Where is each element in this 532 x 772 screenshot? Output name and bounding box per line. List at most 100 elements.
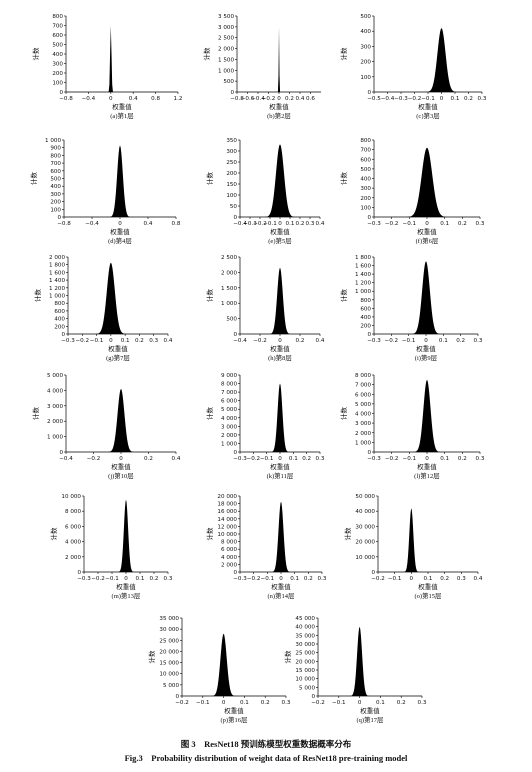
x-tick-label: −0.4 [85, 221, 99, 227]
y-tick-label: 800 [54, 301, 65, 307]
y-axis-title: 计数 [29, 172, 38, 186]
x-tick-label: 0 [109, 338, 113, 344]
x-tick-label: −0.1 [260, 456, 274, 462]
x-axis-title: 权重值 [116, 582, 136, 591]
histogram-panel: 0 5 000 10 000 15 000 20 000 25 000 30 000 35 0… [147, 616, 291, 724]
histogram-bars [374, 28, 482, 92]
x-tick-label: −0.1 [263, 221, 277, 227]
y-tick-label: 1 200 [49, 286, 65, 292]
y-tick-label: 2 000 [221, 433, 237, 439]
y-tick-label: 0 [175, 694, 179, 700]
histogram-bars [68, 262, 168, 334]
y-tick-label: 2 000 [221, 270, 237, 276]
histogram-bars [378, 508, 478, 572]
y-tick-label: 1 600 [355, 264, 371, 270]
y-tick-label: 30 000 [355, 524, 375, 530]
x-tick-label: −0.1 [105, 576, 119, 582]
y-tick-label: 400 [360, 177, 371, 183]
subplot-label: (i)第9层 [415, 353, 438, 362]
y-axis-title: 计数 [339, 289, 348, 303]
y-tick-label: 2 000 [65, 555, 81, 561]
x-tick-label: 0.1 [376, 700, 385, 706]
y-tick-label: 100 [50, 207, 61, 213]
x-tick-label: 0.4 [144, 221, 153, 227]
x-tick-label: −0.2 [247, 576, 261, 582]
x-tick-label: 0.4 [474, 576, 483, 582]
histogram-bars [237, 26, 321, 92]
histogram-bars [64, 145, 176, 217]
y-axis-title: 计数 [31, 407, 40, 421]
y-tick-label: 16 000 [217, 509, 237, 515]
y-tick-label: 0 [311, 694, 315, 700]
y-tick-label: 200 [360, 196, 371, 202]
y-tick-label: 1 400 [49, 278, 65, 284]
x-tick-label: 0.3 [316, 456, 325, 462]
x-tick-label: 0.2 [464, 96, 473, 102]
x-tick-label: 0.3 [476, 221, 485, 227]
y-tick-label: 2 000 [49, 255, 65, 261]
y-tick-label: 600 [360, 157, 371, 163]
y-tick-label: 4 000 [47, 388, 63, 394]
x-tick-label: −0.2 [385, 221, 399, 227]
y-tick-label: 8 000 [355, 373, 371, 379]
histogram-panel: 0 1 000 2 000 3 000 4 000 5 000 −0.4 −0.2 0 0.2 0.… [31, 373, 181, 480]
x-axis-title: 权重值 [270, 462, 290, 471]
y-tick-label: 20 000 [355, 540, 375, 546]
histogram-bars [84, 499, 168, 572]
x-tick-label: −0.2 [253, 338, 267, 344]
y-tick-label: 0 [233, 215, 237, 221]
y-tick-label: 20 000 [159, 649, 179, 655]
y-tick-label: 0 [77, 570, 81, 576]
y-tick-label: 900 [50, 146, 61, 152]
y-tick-label: 0 [367, 215, 371, 221]
x-tick-label: 0.2 [296, 221, 305, 227]
x-tick-label: 0 [222, 700, 226, 706]
y-tick-label: 15 000 [295, 668, 315, 674]
x-tick-label: 0 [424, 338, 428, 344]
y-tick-label: 700 [52, 24, 63, 30]
x-tick-label: −0.2 [175, 700, 189, 706]
x-tick-label: 0.2 [458, 456, 467, 462]
y-tick-label: 5 000 [299, 685, 315, 691]
x-tick-label: 0.2 [397, 700, 406, 706]
y-tick-label: 500 [360, 14, 371, 20]
x-tick-label: 0.1 [121, 338, 130, 344]
x-tick-label: 0.1 [240, 700, 249, 706]
y-tick-label: 1 400 [355, 272, 371, 278]
x-tick-label: 0 [358, 700, 362, 706]
subplot-label: (k)第11层 [267, 471, 294, 480]
y-tick-label: 300 [52, 62, 63, 68]
y-axis-title: 计数 [205, 172, 214, 186]
x-tick-label: −0.2 [262, 96, 276, 102]
subplot-label: (q)第17层 [356, 715, 384, 724]
y-tick-label: 0 [233, 450, 237, 456]
x-tick-label: 0 [425, 221, 429, 227]
y-tick-label: 2 500 [221, 255, 237, 261]
y-tick-label: 1 800 [355, 255, 371, 261]
x-tick-label: 0.8 [172, 221, 181, 227]
y-tick-label: 30 000 [159, 627, 179, 633]
x-axis-title: 权重值 [416, 344, 436, 353]
x-tick-label: 0.2 [144, 456, 153, 462]
y-tick-label: 1 500 [218, 57, 234, 63]
y-tick-label: 0 [59, 450, 63, 456]
y-tick-label: 6 000 [221, 399, 237, 405]
histogram-panel: 0 5 000 10 000 15 000 20 000 25 000 30 000 35 0… [283, 616, 427, 724]
y-tick-label: 1 000 [218, 68, 234, 74]
y-tick-label: 7 000 [221, 390, 237, 396]
x-tick-label: 0 [118, 221, 122, 227]
x-axis-title: 权重值 [360, 706, 380, 715]
y-tick-label: 6 000 [65, 524, 81, 530]
x-tick-label: −0.2 [311, 700, 325, 706]
y-tick-label: 50 [230, 204, 238, 210]
x-tick-label: 0.1 [451, 96, 460, 102]
x-tick-label: −0.2 [91, 576, 105, 582]
y-tick-label: 0 [367, 450, 371, 456]
subplot-label: (j)第10层 [108, 471, 134, 480]
y-tick-label: 800 [50, 153, 61, 159]
y-tick-label: 200 [50, 200, 61, 206]
y-tick-label: 0 [61, 332, 65, 338]
